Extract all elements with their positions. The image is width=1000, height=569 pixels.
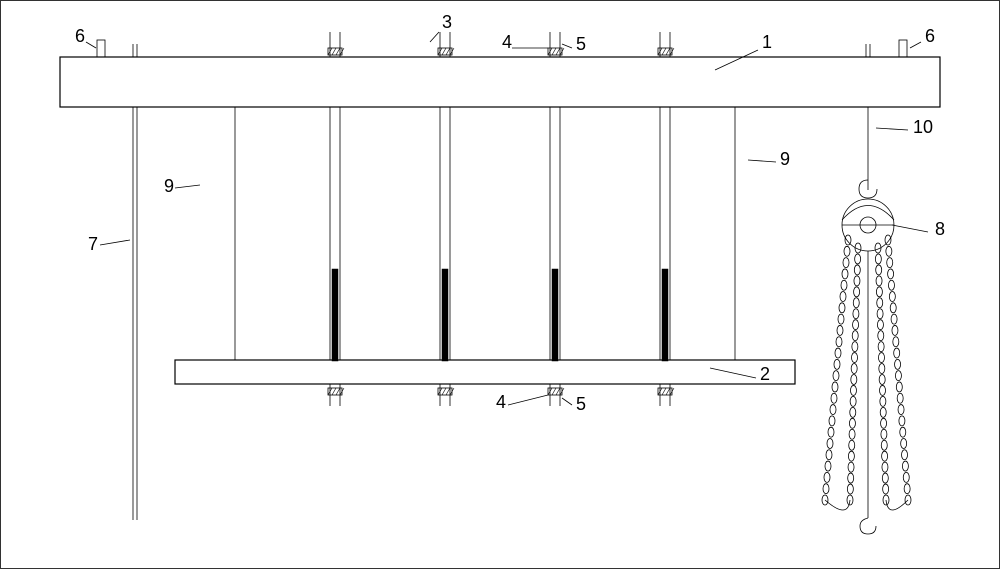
top-beam bbox=[60, 57, 940, 107]
hoist-bracket bbox=[842, 206, 894, 221]
leader-line bbox=[175, 185, 200, 188]
callout-label: 2 bbox=[760, 364, 770, 384]
leader-line bbox=[562, 398, 572, 405]
callout-label: 9 bbox=[164, 176, 174, 196]
callout-label: 6 bbox=[75, 26, 85, 46]
leader-line bbox=[715, 50, 758, 70]
leader-line bbox=[748, 160, 776, 162]
mechanical-diagram: 1 2 3 4 5 4 5 6 6 7 8 9 9 10 bbox=[0, 0, 1000, 569]
callout-label: 4 bbox=[502, 32, 512, 52]
leader-line bbox=[910, 42, 921, 48]
chain bbox=[847, 243, 861, 505]
callout-label: 6 bbox=[925, 26, 935, 46]
leader-line bbox=[710, 368, 756, 378]
callout-label: 10 bbox=[913, 117, 933, 137]
callout-label: 4 bbox=[496, 392, 506, 412]
bottom-beam bbox=[175, 360, 795, 384]
callout-label: 9 bbox=[780, 149, 790, 169]
rod-threaded bbox=[663, 270, 667, 360]
leader-line bbox=[100, 240, 130, 245]
hoist-hook-bottom bbox=[860, 518, 876, 534]
callout-label: 8 bbox=[935, 219, 945, 239]
leader-line bbox=[430, 32, 439, 42]
chain bbox=[885, 235, 911, 505]
rod-threaded bbox=[553, 270, 557, 360]
rod-threaded bbox=[333, 270, 337, 360]
leader-line bbox=[876, 128, 908, 130]
callout-label: 5 bbox=[576, 394, 586, 414]
callout-label: 3 bbox=[442, 12, 452, 32]
callout-label: 7 bbox=[88, 234, 98, 254]
leader-line bbox=[86, 42, 96, 48]
rod-threaded bbox=[443, 270, 447, 360]
leader-line bbox=[892, 225, 928, 232]
chain bbox=[875, 243, 889, 505]
leader-line bbox=[508, 395, 548, 405]
chain bbox=[822, 235, 851, 505]
callout-label: 5 bbox=[576, 34, 586, 54]
callout-label: 1 bbox=[762, 32, 772, 52]
top-peg bbox=[899, 40, 907, 57]
top-peg bbox=[97, 40, 105, 57]
leader-line bbox=[562, 44, 572, 48]
